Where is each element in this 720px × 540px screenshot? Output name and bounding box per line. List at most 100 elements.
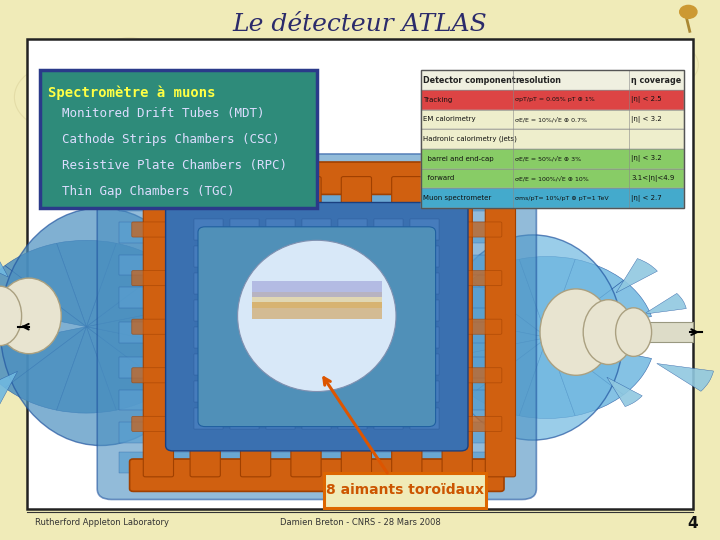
Ellipse shape bbox=[0, 208, 202, 446]
FancyBboxPatch shape bbox=[119, 422, 515, 443]
FancyBboxPatch shape bbox=[410, 354, 439, 375]
Text: |η| < 2.7: |η| < 2.7 bbox=[631, 194, 662, 201]
FancyBboxPatch shape bbox=[302, 300, 331, 321]
FancyBboxPatch shape bbox=[132, 271, 502, 286]
FancyBboxPatch shape bbox=[302, 327, 331, 348]
FancyBboxPatch shape bbox=[230, 246, 259, 267]
Ellipse shape bbox=[238, 240, 396, 392]
FancyBboxPatch shape bbox=[166, 202, 468, 451]
FancyBboxPatch shape bbox=[374, 246, 403, 267]
Wedge shape bbox=[439, 316, 547, 359]
Wedge shape bbox=[519, 256, 575, 338]
Wedge shape bbox=[547, 338, 624, 416]
FancyBboxPatch shape bbox=[119, 357, 515, 378]
Wedge shape bbox=[616, 259, 657, 293]
FancyBboxPatch shape bbox=[338, 273, 367, 294]
FancyBboxPatch shape bbox=[252, 302, 382, 319]
FancyBboxPatch shape bbox=[132, 368, 502, 383]
FancyBboxPatch shape bbox=[338, 354, 367, 375]
Wedge shape bbox=[86, 305, 202, 349]
Wedge shape bbox=[5, 327, 86, 410]
FancyBboxPatch shape bbox=[194, 381, 223, 402]
Text: σms/pT= 10%/pT ⊕ pT=1 TeV: σms/pT= 10%/pT ⊕ pT=1 TeV bbox=[516, 195, 609, 200]
Wedge shape bbox=[443, 338, 547, 395]
Text: Tracking: Tracking bbox=[423, 97, 453, 103]
Text: |η| < 3.2: |η| < 3.2 bbox=[631, 155, 662, 162]
FancyBboxPatch shape bbox=[230, 300, 259, 321]
Wedge shape bbox=[657, 363, 714, 392]
Wedge shape bbox=[443, 280, 547, 338]
Text: EM calorimetry: EM calorimetry bbox=[423, 117, 476, 123]
FancyBboxPatch shape bbox=[97, 154, 536, 500]
FancyBboxPatch shape bbox=[119, 452, 515, 472]
FancyBboxPatch shape bbox=[338, 300, 367, 321]
Text: σpT/pT = 0.05% pT ⊕ 1%: σpT/pT = 0.05% pT ⊕ 1% bbox=[516, 97, 595, 102]
FancyBboxPatch shape bbox=[119, 322, 515, 343]
FancyBboxPatch shape bbox=[302, 273, 331, 294]
Text: σE/E = 100%/√E ⊕ 10%: σE/E = 100%/√E ⊕ 10% bbox=[516, 176, 589, 181]
FancyBboxPatch shape bbox=[119, 287, 515, 308]
FancyBboxPatch shape bbox=[198, 227, 436, 427]
FancyBboxPatch shape bbox=[240, 177, 271, 477]
FancyBboxPatch shape bbox=[421, 70, 684, 90]
Wedge shape bbox=[471, 259, 547, 338]
FancyBboxPatch shape bbox=[392, 177, 422, 477]
Text: Rutherford Appleton Laboratory: Rutherford Appleton Laboratory bbox=[35, 518, 168, 526]
FancyBboxPatch shape bbox=[130, 459, 504, 491]
FancyBboxPatch shape bbox=[302, 246, 331, 267]
FancyBboxPatch shape bbox=[374, 273, 403, 294]
FancyBboxPatch shape bbox=[27, 39, 693, 509]
FancyBboxPatch shape bbox=[410, 246, 439, 267]
Wedge shape bbox=[0, 327, 86, 388]
Wedge shape bbox=[0, 372, 17, 407]
Text: |η| < 3.2: |η| < 3.2 bbox=[631, 116, 662, 123]
FancyBboxPatch shape bbox=[132, 222, 502, 237]
FancyBboxPatch shape bbox=[132, 319, 502, 334]
FancyBboxPatch shape bbox=[421, 110, 684, 129]
Wedge shape bbox=[86, 327, 168, 410]
Text: Monitored Drift Tubes (MDT): Monitored Drift Tubes (MDT) bbox=[47, 107, 264, 120]
FancyBboxPatch shape bbox=[194, 246, 223, 267]
FancyBboxPatch shape bbox=[374, 354, 403, 375]
FancyBboxPatch shape bbox=[442, 177, 472, 477]
Text: Detector component: Detector component bbox=[423, 76, 516, 85]
Wedge shape bbox=[57, 240, 116, 327]
FancyBboxPatch shape bbox=[485, 177, 516, 477]
FancyBboxPatch shape bbox=[374, 327, 403, 348]
FancyBboxPatch shape bbox=[194, 273, 223, 294]
FancyBboxPatch shape bbox=[27, 317, 43, 336]
Text: 8 aimants toroïdaux: 8 aimants toroïdaux bbox=[326, 483, 484, 497]
Ellipse shape bbox=[616, 308, 652, 356]
FancyBboxPatch shape bbox=[230, 273, 259, 294]
Wedge shape bbox=[0, 266, 86, 327]
Text: σE/E = 10%/√E ⊕ 0.7%: σE/E = 10%/√E ⊕ 0.7% bbox=[516, 117, 588, 122]
FancyBboxPatch shape bbox=[302, 354, 331, 375]
FancyBboxPatch shape bbox=[266, 354, 295, 375]
FancyBboxPatch shape bbox=[194, 327, 223, 348]
Wedge shape bbox=[547, 280, 652, 338]
FancyBboxPatch shape bbox=[143, 177, 174, 477]
FancyBboxPatch shape bbox=[230, 408, 259, 429]
FancyBboxPatch shape bbox=[374, 381, 403, 402]
Text: Muon spectrometer: Muon spectrometer bbox=[423, 195, 492, 201]
FancyBboxPatch shape bbox=[119, 163, 515, 184]
FancyBboxPatch shape bbox=[130, 162, 504, 194]
FancyBboxPatch shape bbox=[338, 327, 367, 348]
Text: resolution: resolution bbox=[516, 76, 562, 85]
FancyBboxPatch shape bbox=[119, 190, 515, 211]
FancyBboxPatch shape bbox=[410, 219, 439, 240]
FancyBboxPatch shape bbox=[324, 472, 486, 508]
FancyBboxPatch shape bbox=[338, 219, 367, 240]
FancyBboxPatch shape bbox=[302, 408, 331, 429]
Ellipse shape bbox=[443, 235, 623, 440]
FancyBboxPatch shape bbox=[421, 90, 684, 110]
FancyBboxPatch shape bbox=[341, 177, 372, 477]
FancyBboxPatch shape bbox=[338, 408, 367, 429]
Text: Hadronic calorimetry (jets): Hadronic calorimetry (jets) bbox=[423, 136, 517, 143]
Circle shape bbox=[680, 5, 697, 18]
FancyBboxPatch shape bbox=[194, 219, 223, 240]
Ellipse shape bbox=[0, 278, 61, 354]
FancyBboxPatch shape bbox=[374, 300, 403, 321]
Wedge shape bbox=[519, 338, 575, 418]
FancyBboxPatch shape bbox=[230, 354, 259, 375]
